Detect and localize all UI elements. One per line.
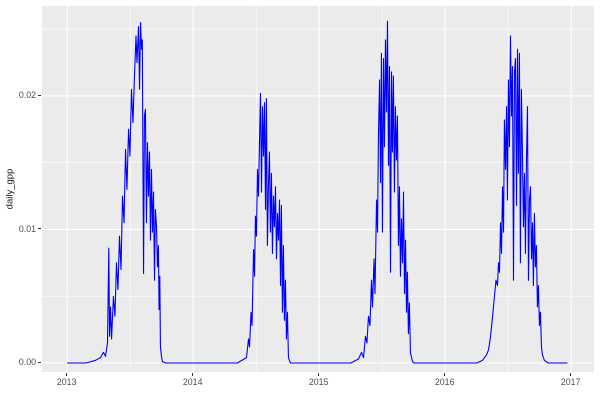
series-daily_gpp bbox=[66, 20, 567, 364]
y-tick-mark bbox=[38, 361, 41, 363]
y-axis-title: daily_gpp bbox=[4, 168, 16, 210]
plot-panel bbox=[41, 5, 594, 372]
x-tick-mark bbox=[570, 372, 572, 376]
gpp-line-chart bbox=[41, 5, 594, 372]
x-tick-mark bbox=[318, 372, 320, 376]
x-tick-mark bbox=[192, 372, 194, 376]
y-tick-label: 0.01 bbox=[18, 223, 36, 234]
x-tick-mark bbox=[66, 372, 68, 376]
x-tick-mark bbox=[444, 372, 446, 376]
y-tick-mark bbox=[38, 228, 41, 230]
x-tick-label: 2016 bbox=[434, 376, 455, 387]
x-tick-label: 2015 bbox=[308, 376, 329, 387]
x-tick-label: 2013 bbox=[56, 376, 77, 387]
y-tick-mark bbox=[38, 94, 41, 96]
y-tick-label: 0.00 bbox=[18, 357, 36, 368]
y-tick-label: 0.02 bbox=[18, 90, 36, 101]
x-tick-label: 2014 bbox=[182, 376, 203, 387]
x-tick-label: 2017 bbox=[560, 376, 581, 387]
